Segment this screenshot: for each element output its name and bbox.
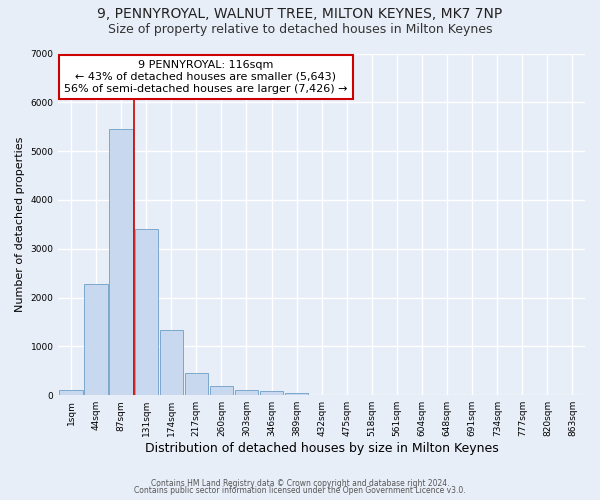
Bar [235,390,258,395]
Bar [109,129,133,395]
Text: Contains HM Land Registry data © Crown copyright and database right 2024.: Contains HM Land Registry data © Crown c… [151,478,449,488]
Text: 9, PENNYROYAL, WALNUT TREE, MILTON KEYNES, MK7 7NP: 9, PENNYROYAL, WALNUT TREE, MILTON KEYNE… [97,8,503,22]
Bar [134,229,158,395]
Bar [59,390,83,395]
Bar [210,386,233,395]
Bar [185,373,208,395]
Bar [285,392,308,395]
Text: Size of property relative to detached houses in Milton Keynes: Size of property relative to detached ho… [108,22,492,36]
Y-axis label: Number of detached properties: Number of detached properties [15,136,25,312]
Bar [160,330,183,395]
Bar [85,284,107,395]
Text: Contains public sector information licensed under the Open Government Licence v3: Contains public sector information licen… [134,486,466,495]
Text: 9 PENNYROYAL: 116sqm
← 43% of detached houses are smaller (5,643)
56% of semi-de: 9 PENNYROYAL: 116sqm ← 43% of detached h… [64,60,347,94]
Bar [260,392,283,395]
X-axis label: Distribution of detached houses by size in Milton Keynes: Distribution of detached houses by size … [145,442,499,455]
